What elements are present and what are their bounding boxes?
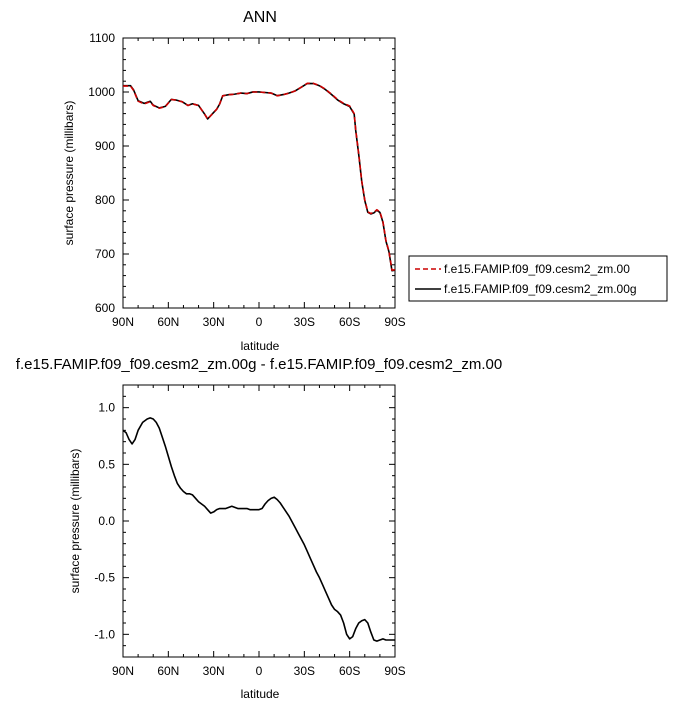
legend: f.e15.FAMIP.f09_f09.cesm2_zm.00 f.e15.FA… [408,255,668,302]
bottom-xtick-label: 30N [203,664,225,678]
bottom-plot-frame [122,384,396,658]
bottom-xtick-label: 90S [384,664,405,678]
top-ytick-label: 1100 [89,31,115,45]
top-xtick-label: 90N [112,315,134,329]
top-ytick-label: 700 [95,247,115,261]
legend-label-series-1: f.e15.FAMIP.f09_f09.cesm2_zm.00 [444,262,630,276]
top-ytick-label: 1000 [88,85,115,99]
bottom-xtick-label: 30S [294,664,315,678]
top-ylabel: surface pressure (millibars) [62,101,76,246]
bottom-ytick-label: -0.5 [94,571,115,585]
top-xtick-label: 30S [294,315,315,329]
bottom-ytick-label: 0.0 [98,514,115,528]
bottom-chart: f.e15.FAMIP.f09_f09.cesm2_zm.00g - f.e15… [16,356,502,701]
top-series-group [122,82,396,272]
top-series-line-1 [123,82,396,272]
top-xtick-label: 0 [256,315,263,329]
legend-box [408,255,668,302]
top-series-line-2 [122,82,396,272]
bottom-ylabel: surface pressure (millibars) [68,449,82,594]
top-xtick-label: 90S [384,315,405,329]
top-plot-frame [122,37,396,309]
bottom-xtick-label: 60S [339,664,360,678]
bottom-xtick-label: 60N [157,664,179,678]
bottom-xlabel: latitude [241,687,280,701]
legend-label-series-2: f.e15.FAMIP.f09_f09.cesm2_zm.00g [444,282,637,296]
top-xtick-label: 60S [339,315,360,329]
bottom-ytick-label: 1.0 [98,401,115,415]
top-ytick-label: 900 [95,139,115,153]
top-chart-title: ANN [243,9,277,26]
top-axis-ticks: 90N 60N 30N 0 30S 60S 90S 600 700 800 900 1000 1100 [88,31,405,329]
top-xtick-label: 60N [157,315,179,329]
top-xtick-label: 30N [203,315,225,329]
top-xlabel: latitude [241,339,280,353]
bottom-xtick-label: 0 [256,664,263,678]
bottom-series-group [122,417,395,642]
top-ytick-label: 800 [95,193,115,207]
bottom-xtick-label: 90N [112,664,134,678]
bottom-ytick-label: -1.0 [94,627,115,641]
bottom-ytick-label: 0.5 [98,457,115,471]
bottom-series-line-1 [122,417,395,642]
top-ytick-label: 600 [95,301,115,315]
bottom-axis-ticks: 90N 60N 30N 0 30S 60S 90S -1.0 -0.5 0.0 0.5 1.0 [94,384,406,678]
top-chart: ANN 90N 60N 30N 0 30S 60S 90S 600 700 800 900 1000 1… [62,9,406,353]
bottom-chart-title: f.e15.FAMIP.f09_f09.cesm2_zm.00g - f.e15… [16,356,502,373]
